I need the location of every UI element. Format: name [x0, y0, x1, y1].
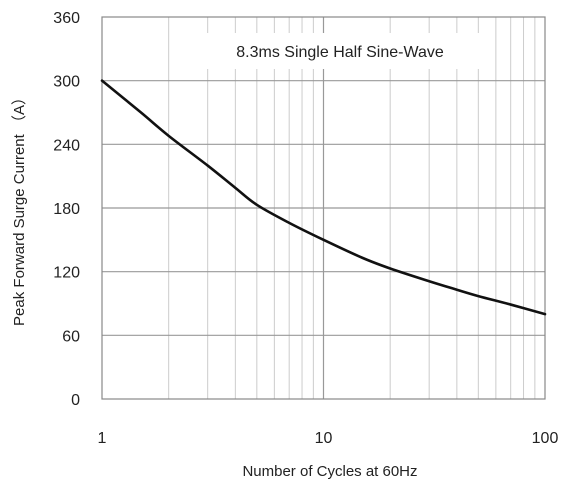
y-tick-label: 300 [53, 74, 80, 91]
x-axis-label: Number of Cycles at 60Hz [242, 463, 417, 480]
y-tick-label: 120 [53, 265, 80, 282]
annotation-background [185, 33, 495, 69]
y-axis-label: Peak Forward Surge Current （A） [11, 90, 28, 326]
plot-frame [101, 16, 546, 400]
series-line [100, 79, 547, 316]
x-tick-label: 10 [315, 430, 333, 447]
y-tick-label: 240 [53, 137, 80, 154]
y-tick-label: 180 [53, 201, 80, 218]
y-tick-label: 0 [71, 392, 80, 409]
y-axis-ticks: 0 60 120 180 240 300 360 [53, 10, 80, 409]
y-tick-label: 60 [62, 328, 80, 345]
x-tick-label: 100 [532, 430, 559, 447]
series-layer [100, 79, 547, 316]
grid-major [102, 17, 545, 399]
y-tick-label: 360 [53, 10, 80, 27]
x-axis-ticks: 1 10 100 [98, 430, 559, 447]
x-tick-label: 1 [98, 430, 107, 447]
annotation-text: 8.3ms Single Half Sine-Wave [236, 44, 444, 61]
